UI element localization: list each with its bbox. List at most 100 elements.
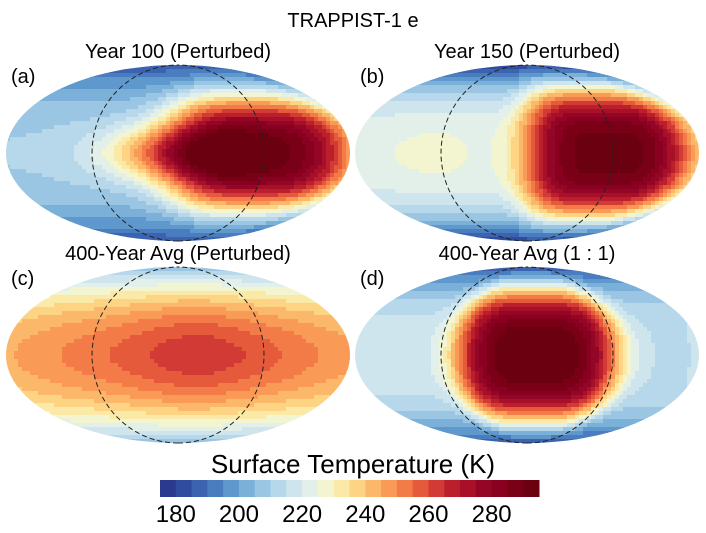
heat-cell [242,125,247,130]
heat-cell [74,185,79,190]
heat-cell [643,77,648,82]
heat-cell [90,197,95,202]
heat-cell [551,81,556,86]
heat-cell [194,201,199,206]
heat-cell [130,97,135,102]
heat-cell [50,213,55,218]
heat-cell [338,65,343,70]
heat-cell [254,149,259,154]
heat-cell [18,205,23,210]
heat-cell [18,177,23,182]
heat-cell [106,205,111,210]
heat-cell [234,229,239,234]
heat-cell [86,141,91,146]
heat-cell [242,209,247,214]
heat-cell [314,69,319,74]
heat-cell [158,229,163,234]
heat-cell [322,149,327,154]
heat-cell [687,101,692,106]
heat-cell [154,89,159,94]
heat-cell [146,153,151,158]
heat-cell [595,73,600,78]
heat-cell [511,81,516,86]
heat-cell [142,217,147,222]
heat-cell [575,77,580,82]
heat-cell [142,117,147,122]
heat-cell [282,121,287,126]
heat-cell [431,105,436,110]
heat-cell [162,97,167,102]
heat-cell [130,201,135,206]
heat-cell [423,109,428,114]
heat-cell [583,81,588,86]
heat-cell [306,181,311,186]
heat-cell [459,69,464,74]
heat-cell [170,233,175,238]
heat-cell [266,153,271,158]
heat-cell [258,105,263,110]
heat-cell [74,173,79,178]
heat-cell [575,97,580,102]
heat-cell [78,93,83,98]
heat-cell [118,73,123,78]
heat-cell [142,185,147,190]
heat-cell [174,97,179,102]
heat-cell [26,221,31,226]
heat-cell [262,81,267,86]
heat-cell [651,69,656,74]
heat-cell [479,101,484,106]
heat-cell [282,93,287,98]
heat-cell [190,89,195,94]
heat-cell [407,77,412,82]
heat-cell [42,73,47,78]
heat-cell [182,141,187,146]
heat-cell [6,117,11,122]
heat-cell [491,77,496,82]
heat-cell [10,185,15,190]
heat-cell [110,221,115,226]
heat-cell [270,221,275,226]
heat-cell [42,213,47,218]
heat-cell [22,89,27,94]
heat-cell [206,141,211,146]
heat-cell [322,197,327,202]
heat-cell [30,113,35,118]
heat-cell [274,93,279,98]
heat-cell [182,177,187,182]
heat-cell [6,201,11,206]
heat-cell [18,221,23,226]
heat-cell [254,81,259,86]
heat-cell [170,81,175,86]
heat-cell [146,121,151,126]
heat-cell [459,109,464,114]
heat-cell [519,97,524,102]
heat-cell [210,177,215,182]
heat-cell [214,165,219,170]
heat-cell [451,77,456,82]
heat-cell [62,121,67,126]
heat-cell [58,221,63,226]
heat-cell [26,193,31,198]
heat-cell [138,121,143,126]
heat-cell [451,89,456,94]
heat-cell [274,229,279,234]
heat-cell [286,117,291,122]
heat-cell [647,69,652,74]
heat-cell [222,169,227,174]
heat-cell [14,121,19,126]
heat-cell [134,165,139,170]
heat-cell [294,129,299,134]
heat-cell [302,93,307,98]
heat-cell [270,117,275,122]
heat-cell [154,181,159,186]
heat-cell [114,185,119,190]
heat-cell [150,237,155,241]
heat-cell [226,77,231,82]
heat-cell [78,161,83,166]
heat-cell [206,193,211,198]
heat-cell [138,221,143,226]
heat-cell [74,121,79,126]
heat-cell [278,173,283,178]
heat-cell [655,105,660,110]
heat-cell [427,113,432,118]
